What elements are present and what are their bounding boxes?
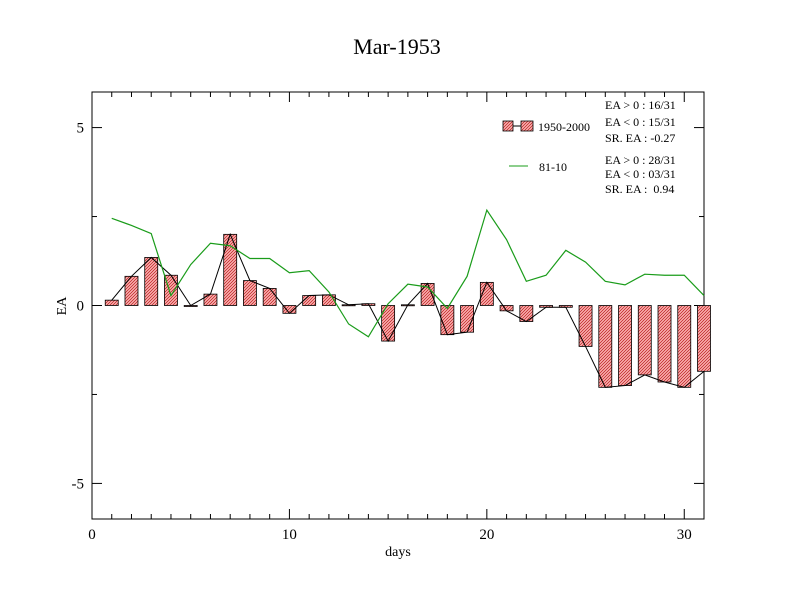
bar-day-11 [302, 295, 317, 306]
bar-day-18 [440, 305, 455, 336]
bar-day-25 [578, 305, 593, 347]
chart-title: Mar-1953 [353, 34, 441, 59]
stat-g2-sr: SR. EA : 0.94 [605, 182, 674, 196]
bar-day-31 [697, 305, 711, 372]
y-axis: 5 0 -5 [72, 121, 704, 492]
bar-day-2 [124, 275, 139, 306]
stat-g1-sr: SR. EA : -0.27 [605, 131, 675, 145]
bar-day-1 [104, 299, 119, 306]
bar-day-27 [618, 305, 632, 386]
y-tick-label: 0 [77, 299, 85, 315]
stat-g2-pos: EA > 0 : 28/31 [605, 153, 676, 167]
stats-annotations: EA > 0 : 16/31 EA < 0 : 15/31 SR. EA : -… [605, 98, 676, 196]
legend-label-1950-2000: 1950-2000 [538, 120, 590, 134]
bar-day-29 [657, 305, 672, 383]
bar-series-1950-2000 [104, 233, 711, 388]
line-series [111, 208, 705, 388]
legend-bar-swatch-right [520, 120, 534, 132]
legend-bar-swatch-left [502, 120, 514, 132]
bar-day-26 [598, 305, 613, 388]
x-tick-label: 20 [479, 527, 494, 543]
stat-g1-neg: EA < 0 : 15/31 [605, 115, 676, 129]
x-tick-label: 0 [88, 527, 96, 543]
y-axis-label: EA [55, 296, 70, 316]
x-axis-label: days [385, 545, 411, 560]
x-tick-label: 30 [677, 527, 692, 543]
legend-label-81-10: 81-10 [539, 160, 567, 174]
y-tick-label: 5 [77, 121, 85, 137]
stat-g1-pos: EA > 0 : 16/31 [605, 98, 676, 112]
bar-day-19 [460, 305, 474, 333]
y-tick-label: -5 [72, 476, 85, 492]
x-tick-label: 10 [282, 527, 297, 543]
line-1950-2000 [111, 232, 705, 388]
bar-day-8 [243, 280, 257, 306]
stat-g2-neg: EA < 0 : 03/31 [605, 167, 676, 181]
line-81-10 [111, 208, 705, 338]
x-axis: 0 10 20 30 [88, 92, 705, 543]
bar-day-3 [144, 257, 159, 306]
bar-day-30 [677, 305, 692, 388]
legend: 1950-2000 81-10 [502, 120, 590, 174]
bar-day-9 [262, 288, 277, 306]
bar-day-28 [637, 305, 652, 376]
bar-day-6 [203, 293, 218, 306]
